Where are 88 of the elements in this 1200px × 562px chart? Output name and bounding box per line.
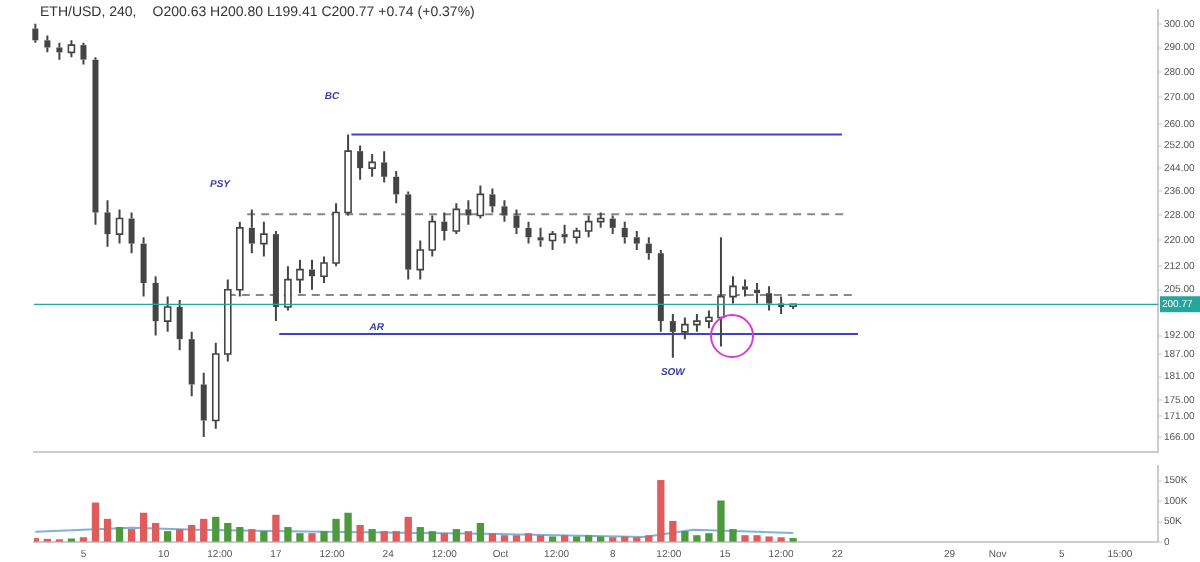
bar [681, 531, 689, 542]
bar [657, 480, 665, 542]
bar [645, 535, 653, 542]
bar [236, 527, 244, 542]
bar [524, 533, 533, 542]
bar [548, 536, 557, 542]
candlestick [633, 229, 640, 252]
candlestick [669, 313, 676, 359]
candlestick [104, 199, 111, 248]
candlestick [645, 236, 652, 261]
bar [572, 536, 581, 542]
bar [272, 514, 280, 542]
bar [729, 529, 737, 542]
candlestick [465, 199, 472, 226]
bar [224, 522, 232, 542]
bar [428, 531, 436, 542]
candlestick [513, 208, 520, 236]
candlestick [754, 281, 761, 305]
bar [717, 500, 725, 542]
candlestick [381, 150, 388, 184]
bar [597, 536, 605, 542]
candlestick [308, 258, 315, 291]
candlestick [80, 41, 87, 66]
bar [621, 536, 629, 542]
bar [452, 529, 460, 542]
bar [127, 529, 136, 542]
candlestick [357, 144, 364, 181]
bar [464, 531, 473, 542]
candlestick [92, 56, 99, 226]
bar [260, 531, 268, 542]
candlestick [501, 199, 508, 223]
bar [368, 529, 376, 542]
bar [356, 525, 364, 542]
candlestick [248, 208, 255, 255]
candlestick [609, 214, 616, 236]
candlestick [272, 229, 279, 323]
candlestick [200, 371, 207, 439]
candlestick [140, 236, 147, 298]
bar [320, 531, 328, 542]
candlestick [176, 299, 183, 352]
candlestick [188, 330, 195, 398]
bar [188, 525, 196, 542]
bar [296, 533, 304, 542]
bar [380, 531, 388, 542]
bar [103, 518, 112, 542]
bar [200, 518, 208, 542]
candlestick [537, 226, 544, 248]
bar [765, 536, 773, 542]
candlestick [393, 169, 400, 205]
bar [693, 535, 701, 542]
bar [753, 535, 761, 542]
bar [440, 533, 448, 542]
bar [212, 516, 220, 542]
bar [404, 516, 412, 542]
candlestick [561, 223, 568, 245]
candlestick [152, 275, 159, 337]
bar [332, 518, 340, 542]
candlestick [489, 187, 496, 214]
bar [248, 529, 256, 542]
bar [139, 512, 148, 542]
bar [741, 535, 749, 542]
bar [91, 502, 100, 542]
bar [151, 522, 160, 542]
candlestick [742, 278, 749, 298]
candlestick [525, 220, 532, 245]
candlestick [621, 220, 628, 245]
bar [512, 535, 521, 542]
bar [115, 527, 124, 542]
candlestick [405, 190, 412, 281]
bar [705, 533, 713, 542]
bar [536, 535, 545, 542]
bar [488, 533, 497, 542]
candlestick [32, 22, 39, 44]
candlestick [128, 211, 135, 255]
bar [284, 527, 292, 542]
bar [500, 535, 509, 542]
candlestick [441, 211, 448, 242]
bar [308, 533, 316, 542]
candlestick [657, 249, 664, 333]
bar [344, 512, 352, 542]
bar [560, 535, 569, 542]
bar [416, 527, 424, 542]
bar [584, 535, 593, 542]
bar [176, 529, 184, 542]
bar [476, 522, 485, 542]
bar [163, 531, 172, 542]
bar [392, 531, 400, 542]
bar [669, 520, 677, 542]
